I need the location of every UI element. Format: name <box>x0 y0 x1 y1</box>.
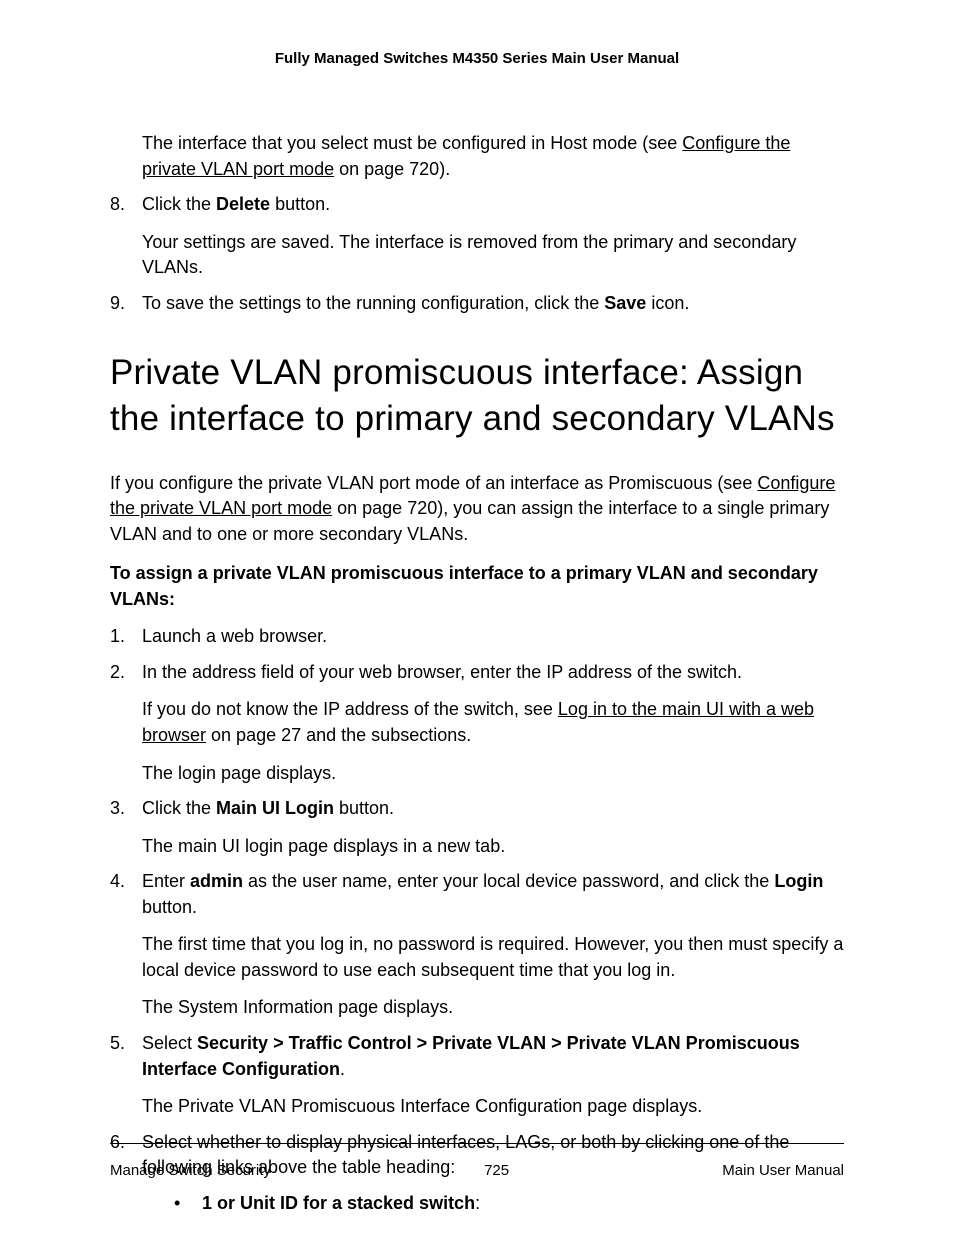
footer-left: Manage Switch Security <box>110 1162 271 1179</box>
text: The login page displays. <box>142 761 844 787</box>
list-number: 8. <box>110 192 142 281</box>
main-ui-login-bold: Main UI Login <box>216 798 334 818</box>
list-body: In the address field of your web browser… <box>142 660 844 786</box>
list-item-8: 8. Click the Delete button. Your setting… <box>110 192 844 281</box>
footer-right: Main User Manual <box>722 1162 844 1179</box>
step-5: 5. Select Security > Traffic Control > P… <box>110 1031 844 1120</box>
save-bold: Save <box>604 293 646 313</box>
list-body: Click the Main UI Login button. The main… <box>142 796 844 859</box>
step-3: 3. Click the Main UI Login button. The m… <box>110 796 844 859</box>
text: The System Information page displays. <box>142 995 844 1021</box>
intro-paragraph: The interface that you select must be co… <box>142 131 844 182</box>
intro-paragraph-2: If you configure the private VLAN port m… <box>110 471 844 548</box>
footer-rule <box>110 1143 844 1144</box>
text: Enter <box>142 871 190 891</box>
text: on page 720). <box>334 159 450 179</box>
list-body: Click the Delete button. Your settings a… <box>142 192 844 281</box>
list-number: 1. <box>110 624 142 650</box>
list-number: 9. <box>110 291 142 317</box>
procedure-leadin: To assign a private VLAN promiscuous int… <box>110 561 844 612</box>
text: Select <box>142 1033 197 1053</box>
text: The main UI login page displays in a new… <box>142 834 844 860</box>
step-1: 1. Launch a web browser. <box>110 624 844 650</box>
list-body: To save the settings to the running conf… <box>142 291 844 317</box>
list-item-9: 9. To save the settings to the running c… <box>110 291 844 317</box>
text: If you do not know the IP address of the… <box>142 699 558 719</box>
list-subtext: Your settings are saved. The interface i… <box>142 230 844 281</box>
text: Click the <box>142 194 216 214</box>
text: Click the <box>142 798 216 818</box>
list-body: Launch a web browser. <box>142 624 844 650</box>
text: In the address field of your web browser… <box>142 660 844 686</box>
doc-header-title: Fully Managed Switches M4350 Series Main… <box>110 50 844 67</box>
step-2: 2. In the address field of your web brow… <box>110 660 844 786</box>
page: Fully Managed Switches M4350 Series Main… <box>0 0 954 1235</box>
text: . <box>340 1059 345 1079</box>
footer-page-number: 725 <box>484 1162 509 1179</box>
text: The interface that you select must be co… <box>142 133 682 153</box>
nav-path-bold: Security > Traffic Control > Private VLA… <box>142 1033 800 1079</box>
step-4: 4. Enter admin as the user name, enter y… <box>110 869 844 1021</box>
text: The Private VLAN Promiscuous Interface C… <box>142 1094 844 1120</box>
text: button. <box>142 897 197 917</box>
list-body: Select Security > Traffic Control > Priv… <box>142 1031 844 1120</box>
delete-bold: Delete <box>216 194 270 214</box>
bullet-bold: 1 or Unit ID for a stacked switch <box>202 1193 475 1213</box>
text: The first time that you log in, no passw… <box>142 932 844 983</box>
list-number: 4. <box>110 869 142 1021</box>
list-number: 5. <box>110 1031 142 1120</box>
text: : <box>475 1193 480 1213</box>
text: If you configure the private VLAN port m… <box>110 473 757 493</box>
list-number: 2. <box>110 660 142 786</box>
text: icon. <box>646 293 689 313</box>
text: button. <box>334 798 394 818</box>
text: To save the settings to the running conf… <box>142 293 604 313</box>
text: button. <box>270 194 330 214</box>
admin-bold: admin <box>190 871 243 891</box>
text: as the user name, enter your local devic… <box>243 871 774 891</box>
text: on page 27 and the subsections. <box>206 725 471 745</box>
bullet-icon: • <box>174 1191 202 1217</box>
section-heading: Private VLAN promiscuous interface: Assi… <box>110 350 844 442</box>
list-number: 3. <box>110 796 142 859</box>
list-body: Enter admin as the user name, enter your… <box>142 869 844 1021</box>
page-footer: Manage Switch Security 725 Main User Man… <box>110 1143 844 1179</box>
bullet-item: • 1 or Unit ID for a stacked switch: <box>174 1191 844 1217</box>
login-bold: Login <box>774 871 823 891</box>
